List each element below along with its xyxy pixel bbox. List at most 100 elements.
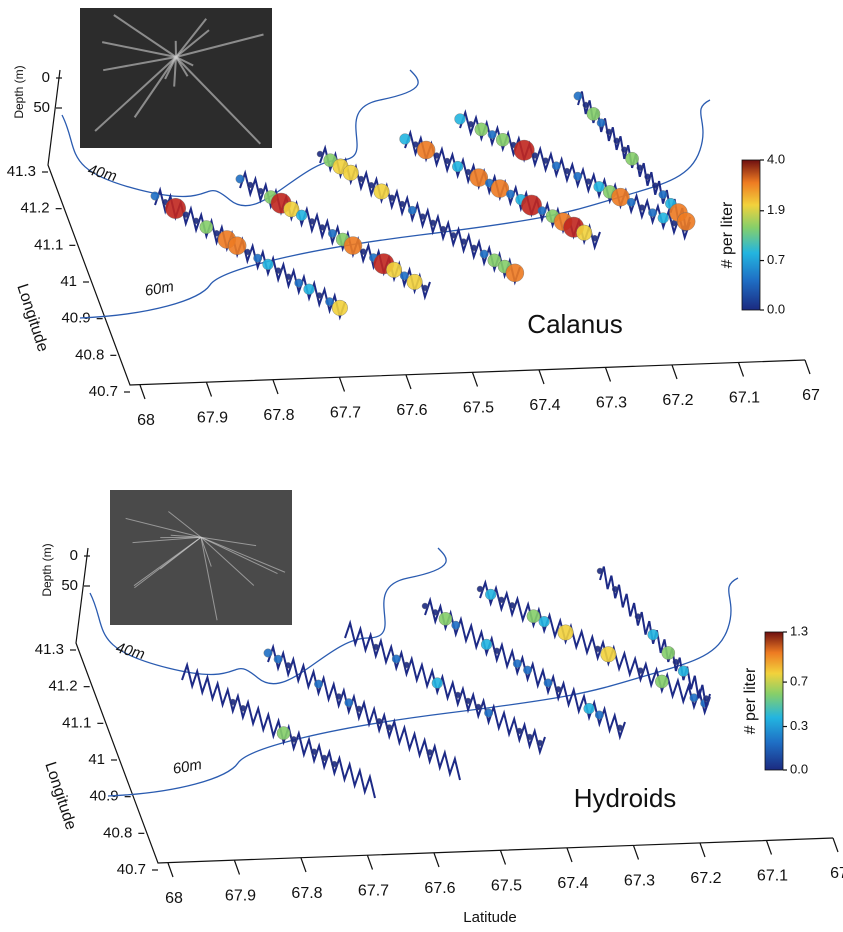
sample-dot — [319, 224, 325, 230]
sample-dot — [452, 621, 460, 629]
sample-dot — [151, 192, 159, 200]
sample-dot — [637, 165, 643, 171]
colorbar-tick-label: 0.7 — [790, 674, 808, 689]
x-tick — [368, 856, 373, 870]
sample-dot — [465, 698, 471, 704]
sample-dot — [200, 220, 213, 233]
contour-label: 40m — [86, 161, 119, 185]
sample-dot — [240, 705, 246, 711]
x-tick-label: 67 — [830, 865, 843, 882]
sample-dot — [621, 147, 627, 153]
x-tick-label: 68 — [165, 890, 183, 907]
sample-dot — [544, 679, 552, 687]
sample-dot — [417, 141, 435, 159]
x-tick — [833, 838, 838, 852]
sample-dot — [532, 152, 538, 158]
colorbar-tick-label: 0.3 — [790, 718, 808, 733]
sample-dot — [317, 151, 323, 157]
y-tick-label: 41 — [60, 273, 77, 290]
sample-dot — [444, 158, 450, 164]
sample-dot — [461, 239, 467, 245]
sample-dot — [584, 703, 595, 714]
x-tick — [434, 853, 439, 867]
sample-dot — [655, 675, 668, 688]
sample-dot — [555, 686, 561, 692]
x-tick-label: 67.7 — [358, 883, 389, 900]
sample-dot — [345, 698, 353, 706]
sample-dot — [592, 235, 598, 241]
panel-title: Hydroids — [574, 783, 677, 813]
colorbar-label: # per liter — [742, 667, 759, 734]
sample-dot — [230, 699, 236, 705]
sample-dot — [538, 206, 546, 214]
sample-dot — [228, 237, 246, 255]
sample-dot — [408, 206, 416, 214]
x-tick — [672, 365, 677, 379]
z-axis-label: Depth (m) — [40, 543, 54, 596]
sample-dot — [690, 694, 698, 702]
sample-dot — [407, 274, 423, 290]
sample-dot — [496, 133, 509, 146]
z-tick-label: 0 — [70, 547, 78, 564]
x-tick-label: 67.5 — [463, 400, 494, 417]
sample-dot — [645, 174, 651, 180]
sample-dot — [275, 268, 281, 274]
sample-dot — [392, 655, 400, 663]
y-tick-label: 40.7 — [117, 861, 146, 878]
contour-label: 40m — [114, 639, 147, 663]
sample-dot — [336, 693, 342, 699]
sample-dot — [309, 218, 315, 224]
contour-label: 60m — [143, 278, 175, 300]
sample-dot — [639, 205, 645, 211]
sample-dot — [193, 218, 199, 224]
sample-dot — [516, 728, 522, 734]
sample-dot — [513, 659, 521, 667]
x-tick — [567, 848, 572, 862]
x-tick — [207, 383, 212, 397]
x-tick-label: 67.9 — [225, 888, 256, 905]
x-tick-label: 67.6 — [424, 880, 455, 897]
sample-dot — [434, 153, 440, 159]
inset-photo — [110, 490, 292, 625]
sample-dot — [368, 182, 374, 188]
panel-title: Calanus — [527, 309, 622, 339]
x-tick — [273, 380, 278, 394]
sample-dot — [360, 249, 366, 255]
sample-dot — [286, 274, 292, 280]
sample-dot — [625, 152, 638, 165]
y-tick-label: 41.3 — [35, 641, 64, 658]
sample-dot — [332, 300, 348, 316]
sample-dot — [612, 586, 618, 592]
sample-dot — [432, 678, 443, 689]
sample-dot — [617, 725, 623, 731]
x-axis-label: Latitude — [463, 909, 516, 926]
sample-dot — [452, 161, 463, 172]
x-tick-label: 67.3 — [624, 873, 655, 890]
sample-dot — [344, 237, 362, 255]
sample-dot — [498, 597, 504, 603]
sample-dot — [450, 232, 456, 238]
colorbar-tick-label: 0.7 — [767, 252, 785, 267]
sample-dot — [440, 226, 446, 232]
x-tick-label: 67.1 — [757, 868, 788, 885]
sample-dot — [595, 646, 601, 652]
contour-label: 60m — [171, 756, 203, 778]
sample-dot — [455, 692, 461, 698]
sample-dot — [254, 254, 262, 262]
colorbar — [742, 160, 760, 310]
sample-dot — [537, 740, 543, 746]
sample-dot — [627, 198, 635, 206]
sample-dot — [400, 134, 411, 145]
x-tick — [767, 841, 772, 855]
sample-dot — [274, 655, 282, 663]
sample-dot — [285, 662, 291, 668]
x-tick-label: 67.4 — [529, 397, 560, 414]
sample-dot — [316, 292, 322, 298]
x-tick-label: 67.4 — [557, 875, 588, 892]
y-tick-label: 41.1 — [34, 236, 63, 253]
colorbar-tick-label: 0.0 — [767, 301, 785, 316]
colorbar-tick-label: 0.0 — [790, 761, 808, 776]
sample-dot — [331, 761, 337, 767]
sample-dot — [614, 138, 620, 144]
